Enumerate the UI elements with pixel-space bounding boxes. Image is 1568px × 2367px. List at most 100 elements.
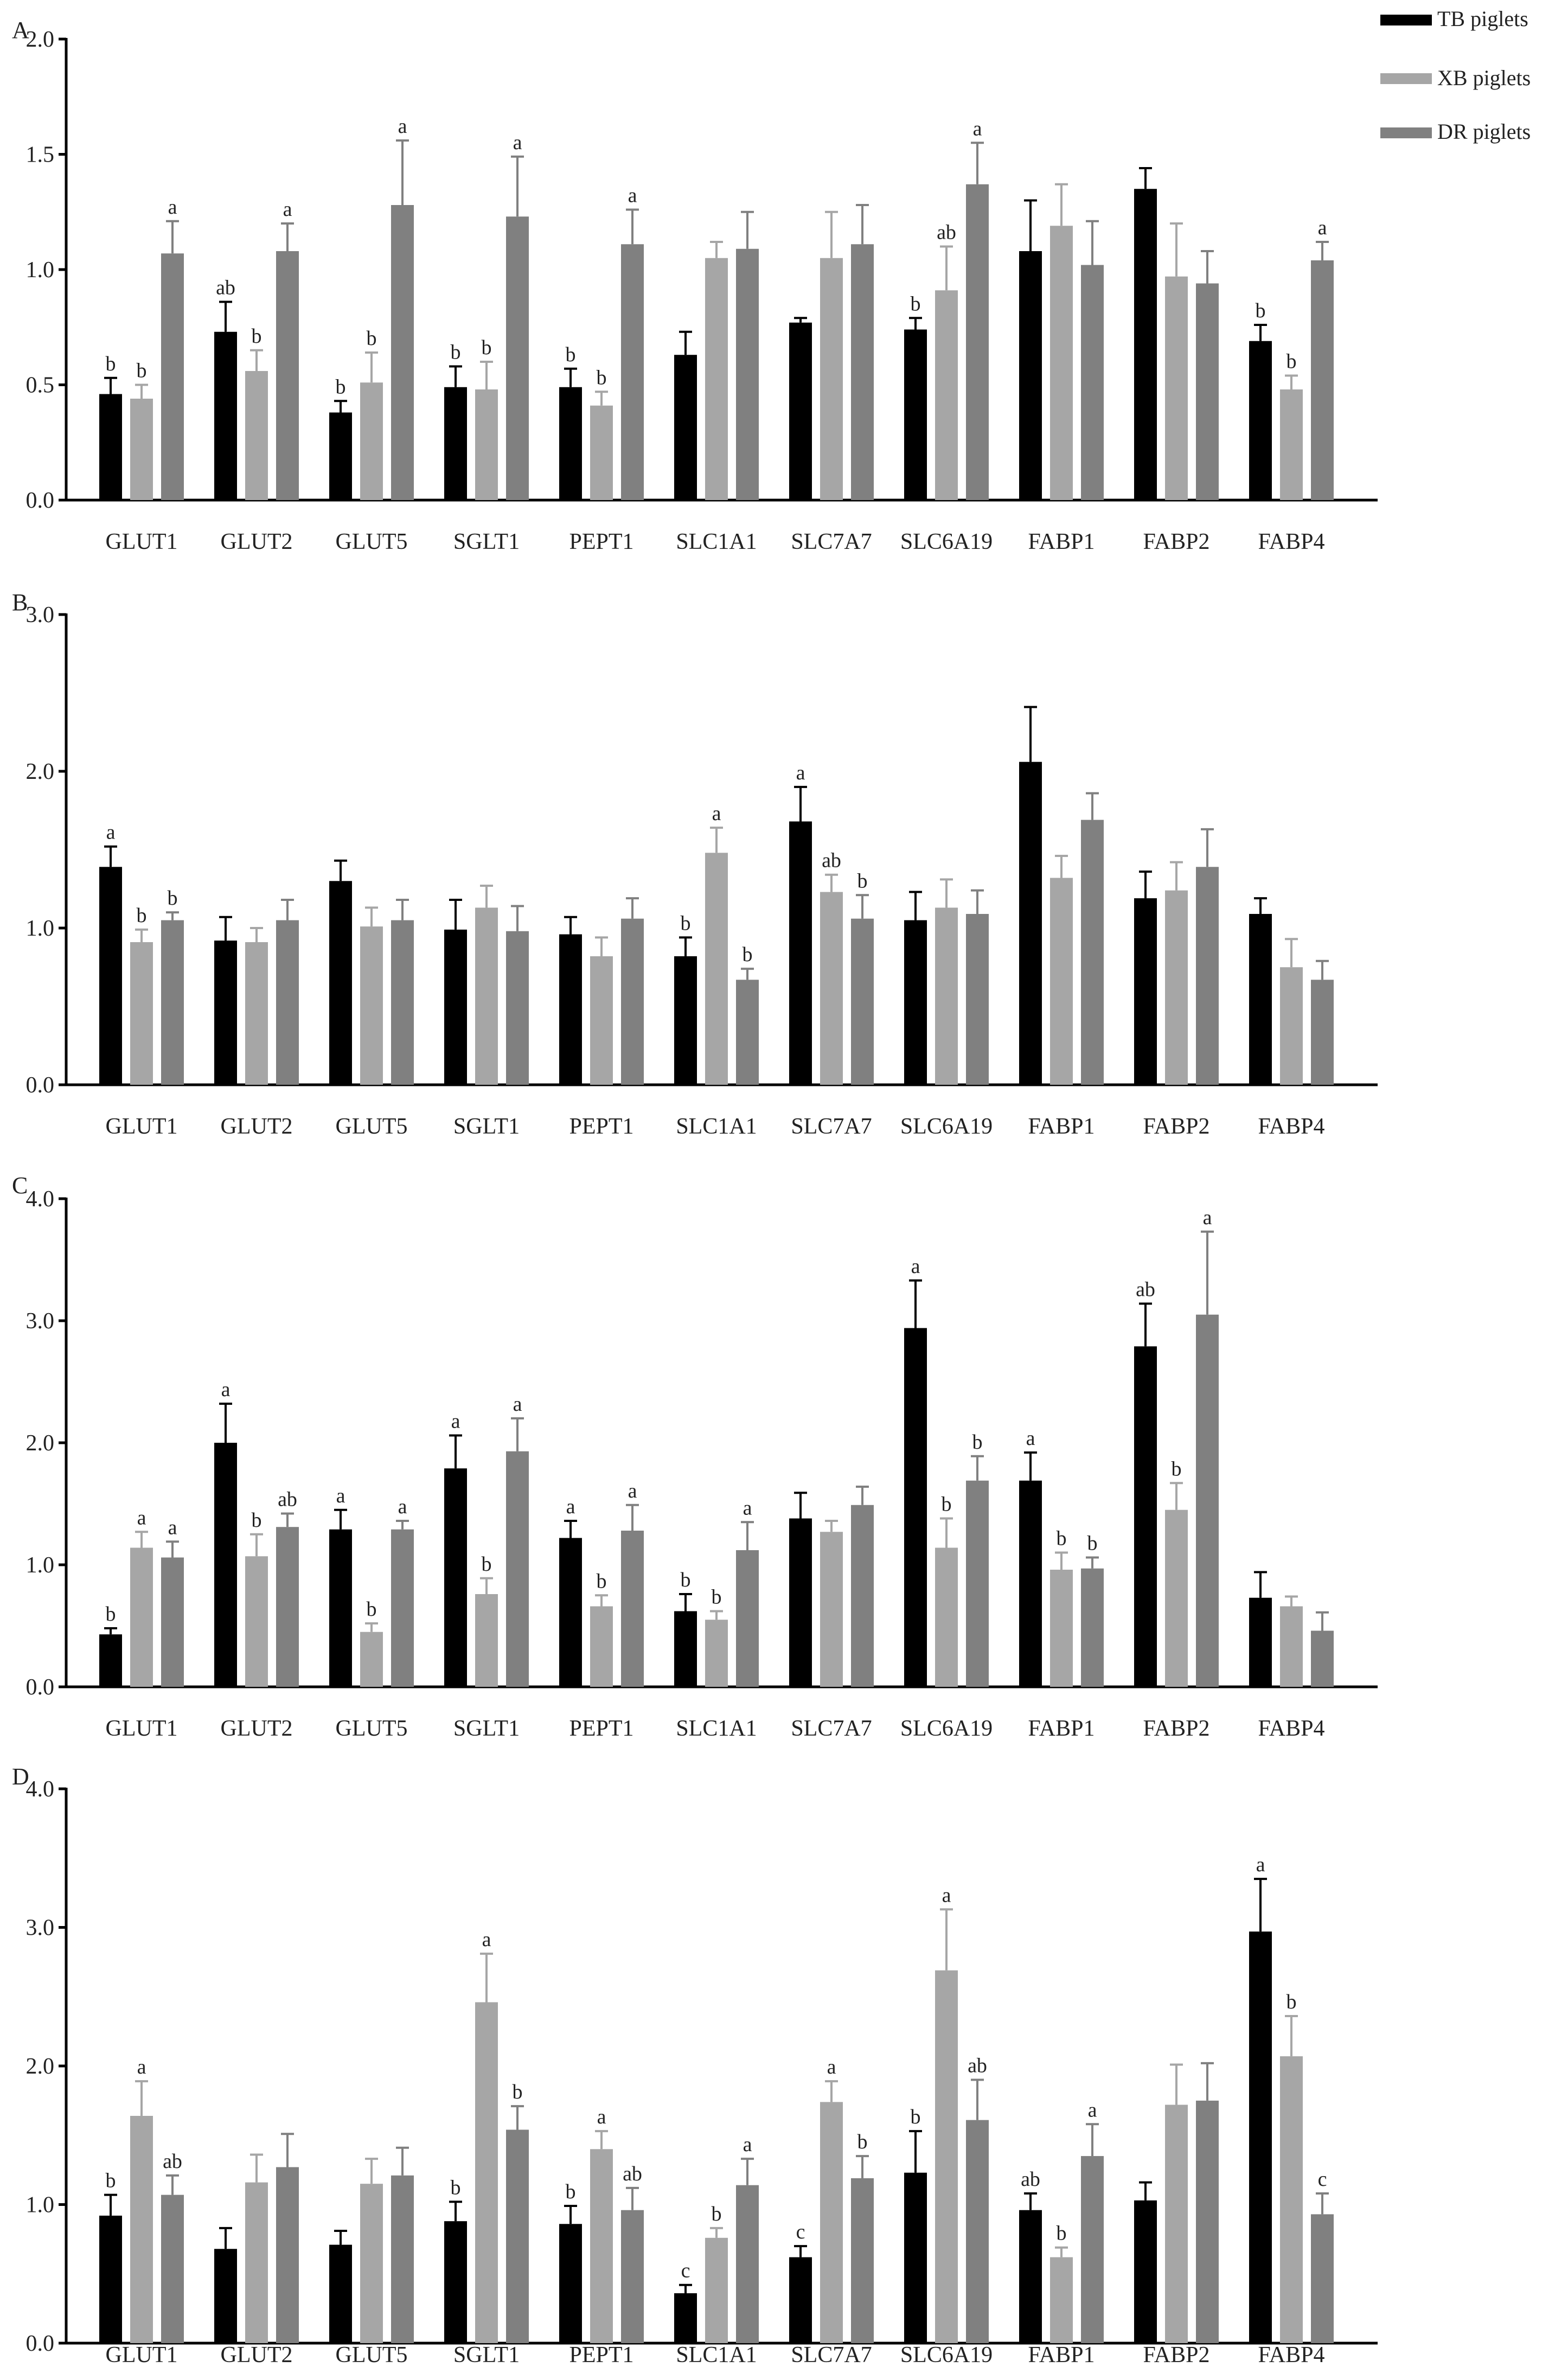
- panel-d-bar-xb-glut2: [245, 2182, 268, 2343]
- panel-c-bar-dr-pept1: [621, 1531, 644, 1687]
- panel-c-significance-letter: a: [1203, 1206, 1212, 1229]
- panel-b-bar-dr-fabp1: [1081, 820, 1104, 1085]
- panel-a-significance-letter: a: [628, 184, 637, 207]
- panel-a-bar-xb-slc7a7: [820, 258, 843, 500]
- panel-b-bar-xb-pept1: [590, 956, 613, 1085]
- panel-b-category-label: GLUT2: [221, 1114, 293, 1139]
- panel-c-significance-letter: a: [168, 1516, 177, 1539]
- panel-a-bar-xb-pept1: [590, 405, 613, 500]
- panel-b-significance-letter: a: [106, 821, 116, 844]
- panel-d-significance-letter: a: [1256, 1853, 1265, 1876]
- panel-d-bar-dr-glut5: [391, 2175, 414, 2343]
- panel-d-bar-xb-glut5: [360, 2184, 383, 2343]
- panel-c-y-tick-label: 0.0: [26, 1675, 55, 1700]
- panel-c-bar-tb-fabp1: [1019, 1480, 1042, 1687]
- panel-b-bar-tb-slc6a19: [904, 920, 927, 1085]
- panel-a-significance-letter: a: [168, 196, 177, 219]
- panel-b-category-label: GLUT1: [106, 1114, 178, 1139]
- panel-d-bar-xb-fabp1: [1050, 2257, 1073, 2343]
- panel-c-significance-letter: b: [252, 1509, 262, 1532]
- panel-b-category-label: FABP2: [1143, 1114, 1210, 1139]
- panel-b-category-label: FABP4: [1258, 1114, 1325, 1139]
- panel-c-bar-dr-glut5: [391, 1529, 414, 1687]
- panel-c-bar-tb-fabp4: [1249, 1597, 1272, 1687]
- panel-a-category-label: PEPT1: [569, 529, 633, 554]
- panel-c-bar-tb-pept1: [559, 1538, 582, 1687]
- panel-d-label: D: [12, 1763, 29, 1790]
- panel-a-significance-letter: b: [1256, 299, 1266, 322]
- panel-d-bar-xb-glut1: [130, 2115, 153, 2343]
- panel-d-significance-letter: b: [513, 2081, 523, 2103]
- panel-d-bar-dr-slc6a19: [966, 2120, 989, 2343]
- panel-b-category-label: SLC7A7: [791, 1114, 872, 1139]
- panel-c-category-label: GLUT2: [221, 1716, 293, 1741]
- panel-a-bar-xb-fabp1: [1050, 226, 1073, 500]
- panel-c-bar-xb-slc1a1: [705, 1620, 728, 1687]
- panel-b-bar-dr-fabp2: [1196, 867, 1219, 1085]
- panel-a-bar-dr-glut2: [276, 251, 299, 500]
- panel-b-bar-tb-glut1: [99, 867, 122, 1085]
- panel-d-significance-letter: a: [743, 2133, 752, 2156]
- panel-d-bar-dr-fabp1: [1081, 2156, 1104, 2343]
- panel-c-y-tick-label: 3.0: [26, 1309, 55, 1334]
- panel-c-bar-tb-fabp2: [1134, 1346, 1157, 1687]
- panel-a-bar-xb-fabp2: [1165, 276, 1188, 500]
- panel-a-category-label: FABP2: [1143, 529, 1210, 554]
- panel-c: C0.01.02.03.04.0ba aGLUT1ababGLUT2abaGLUT…: [12, 1172, 1378, 1741]
- panel-b-bar-dr-pept1: [621, 918, 644, 1085]
- panel-c-significance-letter: b: [681, 1569, 691, 1591]
- legend-swatch-tb: [1380, 15, 1432, 25]
- legend-swatch-dr: [1380, 127, 1432, 138]
- panel-c-y-tick-label: 1.0: [26, 1553, 55, 1578]
- panel-c-bar-xb-slc6a19: [935, 1547, 958, 1687]
- panel-c-category-label: SLC1A1: [676, 1716, 757, 1741]
- panel-d-bar-xb-slc1a1: [705, 2237, 728, 2343]
- panel-b-bar-tb-fabp2: [1134, 898, 1157, 1085]
- panel-c-bar-xb-fabp4: [1280, 1606, 1303, 1687]
- panel-d-significance-letter: c: [681, 2260, 690, 2282]
- panel-c-bar-tb-glut5: [329, 1529, 352, 1687]
- panel-b-bar-tb-glut2: [214, 941, 237, 1085]
- panel-c-significance-letter: b: [1172, 1457, 1182, 1480]
- panel-a-bar-dr-slc1a1: [736, 248, 759, 500]
- panel-c-significance-letter: b: [482, 1553, 492, 1576]
- panel-a-bar-xb-slc6a19: [935, 290, 958, 500]
- panel-d-significance-letter: b: [1287, 1991, 1297, 2013]
- panel-d-y-tick-label: 3.0: [26, 1916, 55, 1941]
- panel-c-y-tick-label: 4.0: [26, 1187, 55, 1212]
- panel-c-significance-letter: a: [398, 1495, 407, 1518]
- panel-a-bar-dr-glut1: [161, 253, 184, 500]
- panel-c-bar-xb-sglt1: [475, 1594, 498, 1687]
- panel-d-significance-letter: a: [1088, 2099, 1097, 2121]
- panel-d-significance-letter: b: [911, 2106, 921, 2128]
- panel-b-bar-tb-slc1a1: [674, 956, 697, 1085]
- panel-d-bar-dr-glut1: [161, 2195, 184, 2343]
- panel-a-category-label: SGLT1: [453, 529, 520, 554]
- panel-d-bar-tb-glut2: [214, 2249, 237, 2343]
- panel-c-significance-letter: b: [1057, 1527, 1067, 1550]
- panel-c-bar-tb-glut2: [214, 1443, 237, 1687]
- panel-a: A0.00.51.01.52.0b baGLUT1abbaGLUT2bbaGLUT…: [12, 17, 1378, 554]
- panel-d-significance-letter: ab: [623, 2163, 642, 2185]
- panel-c-bar-xb-fabp2: [1165, 1509, 1188, 1687]
- panel-a-significance-letter: a: [1318, 216, 1327, 239]
- panel-c-bar-dr-slc6a19: [966, 1480, 989, 1687]
- panel-a-significance-letter: b: [911, 292, 921, 315]
- panel-d-y-tick-label: 4.0: [26, 1777, 55, 1802]
- panel-d-bar-dr-fabp2: [1196, 2100, 1219, 2343]
- panel-c-significance-letter: a: [137, 1506, 146, 1529]
- panel-b-bar-dr-slc6a19: [966, 913, 989, 1085]
- panel-b-bar-xb-fabp4: [1280, 967, 1303, 1085]
- panel-d-y-tick-label: 1.0: [26, 2193, 55, 2218]
- legend-label-tb: TB piglets: [1437, 7, 1528, 31]
- panel-a-y-tick-label: 0.5: [26, 373, 55, 398]
- panel-a-bar-dr-pept1: [621, 244, 644, 500]
- panel-a-category-label: SLC1A1: [676, 529, 757, 554]
- panel-a-bar-tb-pept1: [559, 387, 582, 500]
- panel-c-significance-letter: a: [911, 1255, 920, 1278]
- legend-label-xb: XB piglets: [1437, 66, 1531, 90]
- panel-a-label: A: [12, 17, 29, 43]
- panel-d-significance-letter: ab: [968, 2055, 987, 2077]
